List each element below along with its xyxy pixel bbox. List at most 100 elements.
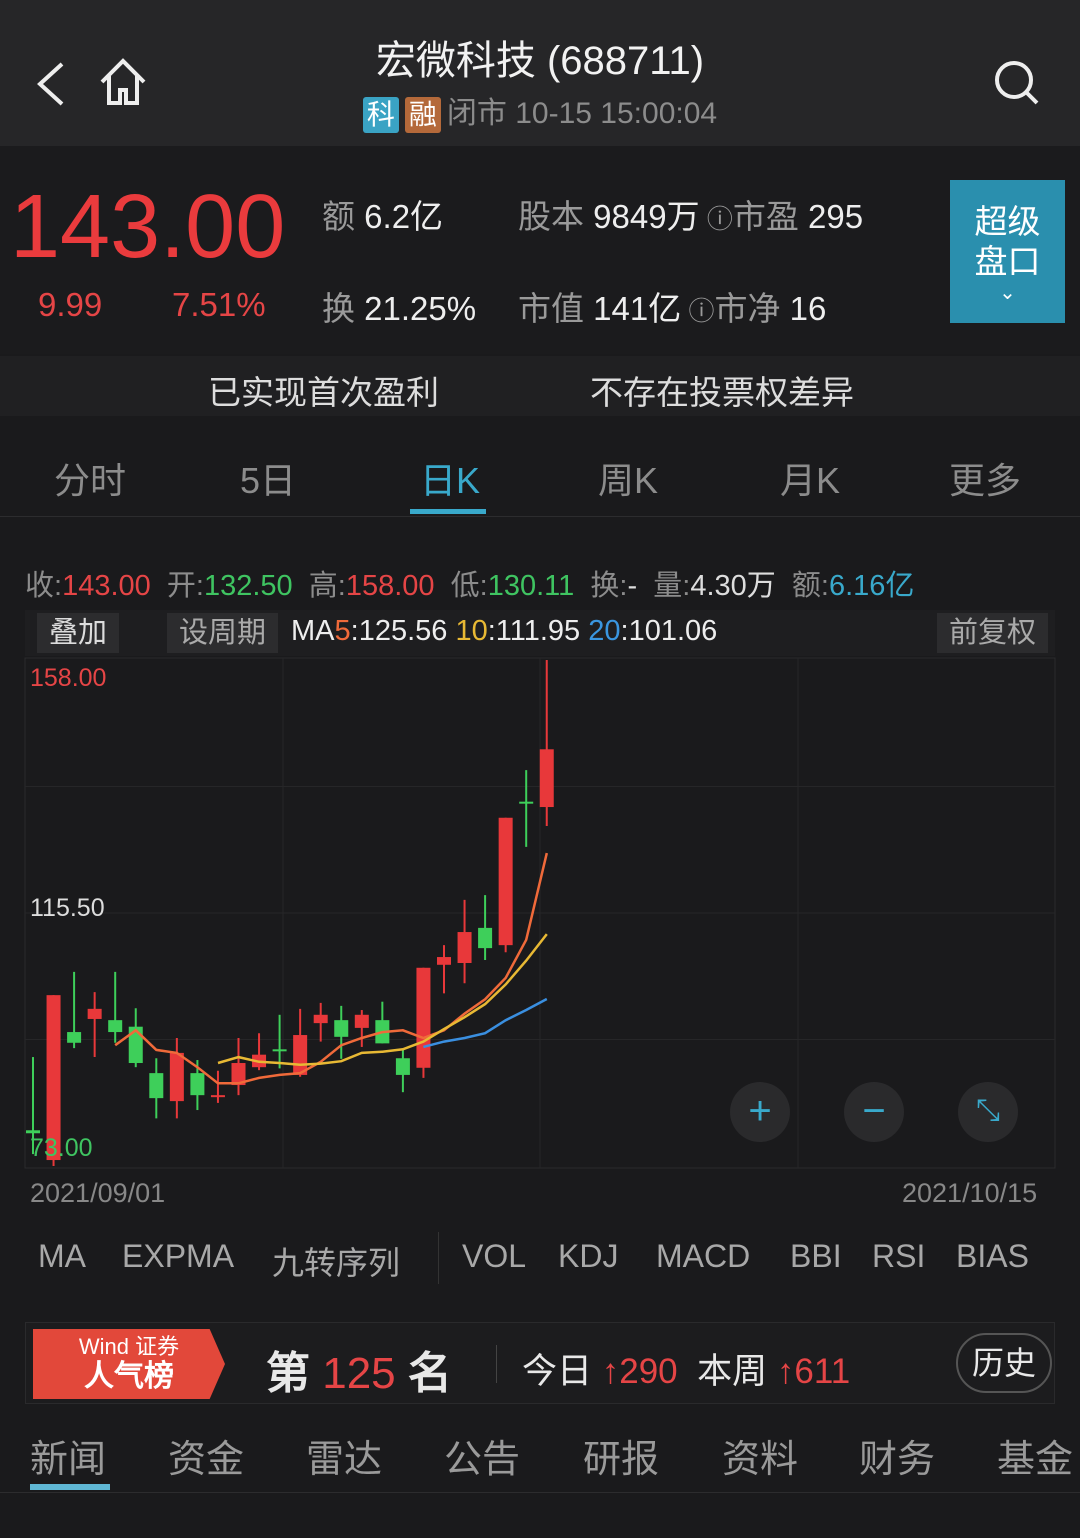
tab-indicator[interactable]: RSI xyxy=(872,1238,926,1274)
today-label: 今日 xyxy=(522,1352,593,1391)
super-label-2: 盘口 xyxy=(974,243,1041,280)
home-icon[interactable] xyxy=(98,58,148,106)
ohlc-row: 收:143.00 开:132.50 高:158.00 低:130.11 换:- … xyxy=(25,562,1060,604)
tab-period[interactable]: 月K xyxy=(779,460,840,501)
set-period-button[interactable]: 设周期 xyxy=(167,613,279,653)
top-bar: 宏微科技 (688711) 科融闭市 10-15 15:00:04 xyxy=(0,0,1080,146)
mcap-value: 141亿 xyxy=(593,290,682,327)
amt-value: 6.16亿 xyxy=(828,570,915,602)
turn-label: 换: xyxy=(590,570,628,602)
candle-body xyxy=(437,957,451,965)
y-tick-low: 73.00 xyxy=(30,1134,93,1162)
tab-bottom[interactable]: 财务 xyxy=(859,1439,936,1481)
tab-bottom[interactable]: 资金 xyxy=(168,1439,245,1481)
logo-top: Wind 证券 xyxy=(78,1334,180,1359)
tab-indicator[interactable]: BBI xyxy=(790,1238,842,1274)
search-icon[interactable] xyxy=(992,58,1042,108)
close-value: 143.00 xyxy=(62,570,151,602)
pe-value: 295 xyxy=(808,198,864,235)
tab-indicator[interactable]: MACD xyxy=(656,1238,751,1274)
candle-body xyxy=(210,1095,225,1098)
ma20-value: :101.06 xyxy=(620,615,718,647)
candle-body xyxy=(539,749,554,808)
overlay-button[interactable]: 叠加 xyxy=(37,613,120,653)
candle-body xyxy=(231,1063,246,1086)
ma10-label: 10 xyxy=(455,615,488,647)
logo-bottom: 人气榜 xyxy=(84,1360,174,1393)
ma-values: MA5:125.56 10:111.95 20:101.06 xyxy=(291,615,717,648)
zoom-in-button[interactable]: + xyxy=(730,1082,790,1142)
tab-indicator[interactable]: VOL xyxy=(462,1238,527,1274)
low-value: 130.11 xyxy=(487,570,575,602)
turn-value: - xyxy=(627,570,638,602)
tab-indicator[interactable]: KDJ xyxy=(558,1238,619,1274)
ma20-label: 20 xyxy=(588,615,621,647)
divider xyxy=(0,516,1080,517)
x-start-date: 2021/09/01 xyxy=(30,1178,166,1208)
kline-chart[interactable] xyxy=(0,656,1080,1170)
ma10-value: :111.95 xyxy=(487,615,581,647)
tab-indicator[interactable]: EXPMA xyxy=(122,1238,235,1274)
tab-period[interactable]: 更多 xyxy=(948,460,1021,501)
week-label: 本周 xyxy=(697,1352,768,1391)
candle-body xyxy=(149,1073,164,1099)
ma20-line xyxy=(423,997,548,1049)
active-tab-underline xyxy=(30,1484,110,1490)
divider xyxy=(0,1492,1080,1493)
popularity-rank-bar[interactable]: Wind 证券 人气榜 第 125 名 今日 ↑290 本周 ↑611 历史 xyxy=(25,1322,1055,1404)
low-label: 低: xyxy=(450,570,488,602)
x-end-date: 2021/10/15 xyxy=(902,1178,1038,1208)
rank-number: 125 xyxy=(322,1349,396,1398)
tab-bottom[interactable]: 资料 xyxy=(722,1439,799,1481)
candle-body xyxy=(416,967,431,1068)
voting-tag: 不存在投票权差异 xyxy=(590,374,854,411)
back-icon[interactable] xyxy=(36,62,66,106)
info-icon[interactable]: ⓘ xyxy=(699,204,733,234)
y-tick-mid: 115.50 xyxy=(30,894,105,922)
amount-value: 6.2亿 xyxy=(364,198,444,235)
candle-body xyxy=(26,1130,40,1134)
expand-icon[interactable]: ⤡ xyxy=(958,1082,1018,1142)
ma-bar: 叠加 设周期 MA5:125.56 10:111.95 20:101.06 前复… xyxy=(25,610,1055,656)
tab-period[interactable]: 日K xyxy=(419,460,480,501)
ma10-line xyxy=(217,933,548,1067)
tab-indicator[interactable]: 九转序列 xyxy=(272,1245,401,1281)
candle-body xyxy=(108,1020,123,1033)
candle-body xyxy=(67,1032,82,1043)
candle-body xyxy=(87,1008,102,1019)
market-status: 科融闭市 10-15 15:00:04 xyxy=(0,88,1080,134)
history-button[interactable]: 历史 xyxy=(956,1333,1052,1393)
high-value: 158.00 xyxy=(345,570,435,602)
high-label: 高: xyxy=(308,570,346,602)
rank-suffix: 名 xyxy=(407,1349,452,1398)
super-orderbook-button[interactable]: 超级 盘口 ⌄ xyxy=(950,180,1065,323)
candle-body xyxy=(457,932,472,964)
tab-indicator[interactable]: MA xyxy=(38,1238,86,1274)
tab-bottom[interactable]: 基金 xyxy=(997,1439,1074,1481)
tab-period[interactable]: 周K xyxy=(597,460,658,501)
tab-bottom[interactable]: 公告 xyxy=(444,1439,521,1481)
info-icon[interactable]: ⓘ xyxy=(681,296,715,326)
zoom-out-button[interactable]: − xyxy=(844,1082,904,1142)
tab-indicator[interactable]: BIAS xyxy=(956,1238,1029,1274)
tab-period[interactable]: 5日 xyxy=(239,460,297,501)
tab-bottom[interactable]: 新闻 xyxy=(30,1439,107,1481)
stock-title: 宏微科技 (688711) xyxy=(375,39,705,83)
active-tab-underline xyxy=(410,509,486,514)
tab-period[interactable]: 分时 xyxy=(53,460,126,501)
turnover-label: 换 xyxy=(322,290,355,327)
star-market-badge: 科 xyxy=(362,97,399,134)
open-label: 开: xyxy=(166,570,204,602)
mcap-label: 市值 xyxy=(518,290,584,327)
adjust-button[interactable]: 前复权 xyxy=(937,613,1049,653)
ma-prefix: MA xyxy=(291,615,335,647)
feature-banner: 已实现首次盈利 不存在投票权差异 xyxy=(0,356,1080,416)
status-text: 闭市 10-15 15:00:04 xyxy=(446,97,718,130)
tab-bottom[interactable]: 研报 xyxy=(583,1439,660,1481)
tab-bottom[interactable]: 雷达 xyxy=(306,1439,383,1481)
quote-panel: 143.00 9.99 7.51% 额 6.2亿 股本 9849万 ⓘ市盈 29… xyxy=(0,146,1080,354)
rank-change: 今日 ↑290 本周 ↑611 xyxy=(522,1343,850,1394)
price-change-pct: 7.51% xyxy=(172,286,266,323)
pe-label: 市盈 xyxy=(732,198,799,235)
candle-body xyxy=(128,1026,143,1064)
